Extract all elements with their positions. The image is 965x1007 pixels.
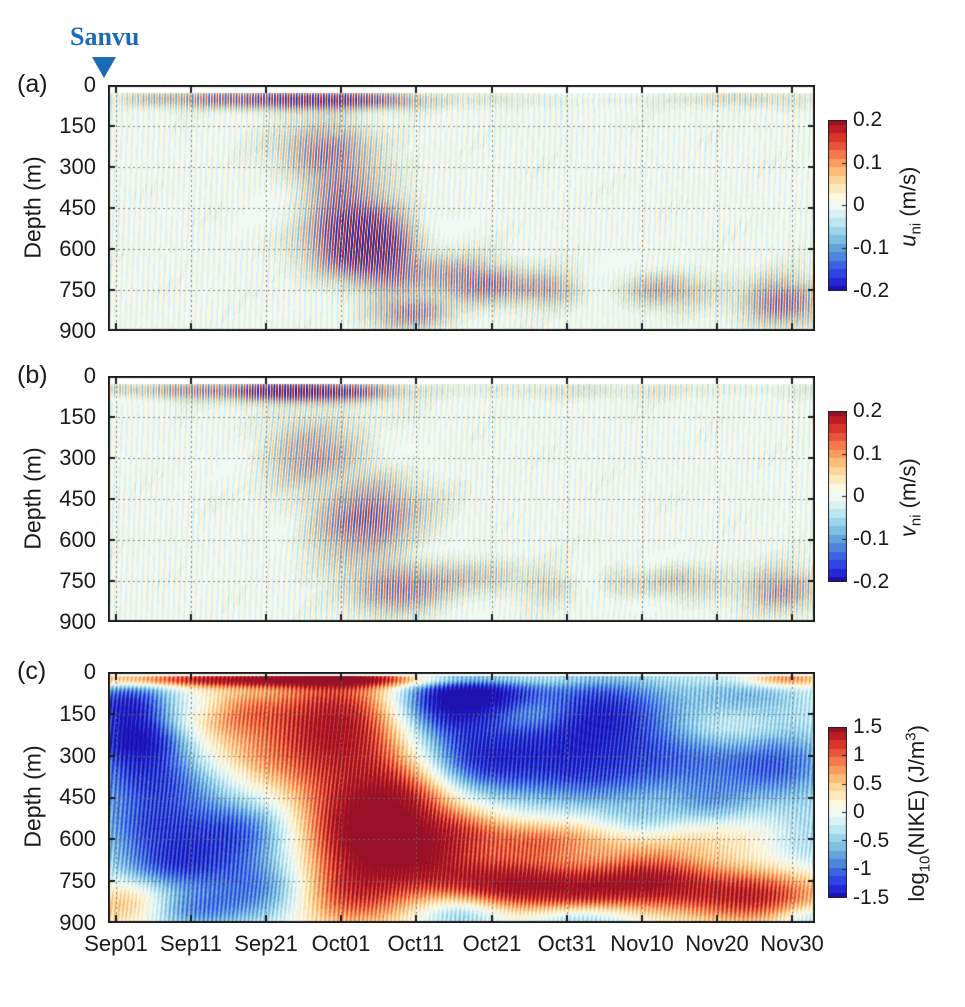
colorbar-c-pre: log [903, 872, 929, 902]
colorbar-a-sub: ni [907, 222, 925, 235]
colorbar-c [828, 727, 847, 898]
ytick-a-600: 600 [59, 236, 96, 261]
cbtick-c-1: 1 [853, 743, 865, 766]
heatmap-panel-a [108, 85, 815, 331]
cbtick-c-0: 1.5 [853, 715, 883, 738]
colorbar-b-sub: ni [907, 514, 925, 527]
cbtick-a-4: -0.2 [853, 279, 890, 302]
colorbar-label-b: vni (m/s) [895, 388, 924, 608]
ytick-b-600: 600 [59, 527, 96, 552]
ytick-b-0: 0 [83, 363, 96, 388]
xtick-oct11: Oct11 [387, 931, 445, 956]
ytick-c-600: 600 [59, 826, 96, 851]
ytick-a-900: 900 [59, 318, 96, 343]
xtick-oct31: Oct31 [537, 931, 597, 956]
colorbar-a-var: u [895, 234, 921, 247]
panel-letter-a: (a) [17, 70, 48, 98]
panel-letter-c: (c) [17, 657, 47, 685]
cbtick-c-6: -1.5 [853, 886, 890, 909]
ytick-b-750: 750 [59, 568, 96, 593]
ytick-a-450: 450 [59, 195, 96, 220]
ytick-a-0: 0 [83, 72, 96, 97]
cbtick-c-3: 0 [853, 800, 865, 823]
ytick-c-450: 450 [59, 784, 96, 809]
cbtick-b-0: 0.2 [853, 399, 883, 422]
heatmap-panel-b [108, 376, 815, 622]
cbtick-a-0: 0.2 [853, 108, 883, 131]
colorbar-a [828, 120, 847, 291]
ytick-b-300: 300 [59, 445, 96, 470]
cbtick-b-3: -0.1 [853, 527, 890, 550]
ytick-c-0: 0 [83, 659, 96, 684]
colorbar-label-a: uni (m/s) [895, 97, 924, 317]
cbtick-b-2: 0 [853, 484, 865, 507]
cbtick-a-3: -0.1 [853, 236, 890, 259]
storm-marker-icon [92, 57, 116, 78]
ytick-b-150: 150 [59, 404, 96, 429]
ytick-a-150: 150 [59, 113, 96, 138]
colorbar-c-post: ) [903, 725, 929, 733]
cbtick-c-5: -1 [853, 857, 872, 880]
ytick-c-750: 750 [59, 868, 96, 893]
ytick-c-300: 300 [59, 743, 96, 768]
xtick-nov30: Nov30 [760, 931, 824, 956]
colorbar-label-c: log10(NIKE) (J/m3) [903, 683, 934, 943]
cbtick-b-4: -0.2 [853, 570, 890, 593]
ytick-a-300: 300 [59, 154, 96, 179]
cbtick-c-4: -0.5 [853, 829, 890, 852]
cbtick-a-1: 0.1 [853, 151, 883, 174]
colorbar-b [828, 411, 847, 582]
heatmap-panel-c [108, 672, 815, 923]
colorbar-b-var: v [895, 526, 921, 538]
ytick-c-150: 150 [59, 701, 96, 726]
xtick-sep21: Sep21 [234, 931, 298, 956]
colorbar-c-mid: (NIKE) (J/m [903, 740, 929, 856]
xtick-sep11: Sep11 [160, 931, 222, 956]
cbtick-b-1: 0.1 [853, 442, 883, 465]
ytick-b-900: 900 [59, 609, 96, 634]
xtick-oct21: Oct21 [462, 931, 522, 956]
xtick-nov20: Nov20 [685, 931, 749, 956]
cbtick-a-2: 0 [853, 193, 865, 216]
ytick-c-900: 900 [59, 910, 96, 935]
panel-letter-b: (b) [17, 361, 48, 389]
xtick-oct01: Oct01 [311, 931, 371, 956]
ytick-a-750: 750 [59, 277, 96, 302]
colorbar-c-sup: 3 [902, 732, 920, 741]
colorbar-a-unit: (m/s) [895, 166, 921, 223]
xtick-nov10: Nov10 [610, 931, 674, 956]
cbtick-c-2: 0.5 [853, 772, 883, 795]
colorbar-c-sub: 10 [916, 855, 934, 873]
colorbar-b-unit: (m/s) [895, 458, 921, 515]
xtick-sep01: Sep01 [84, 931, 148, 956]
storm-label: Sanvu [70, 22, 140, 51]
ytick-b-450: 450 [59, 486, 96, 511]
